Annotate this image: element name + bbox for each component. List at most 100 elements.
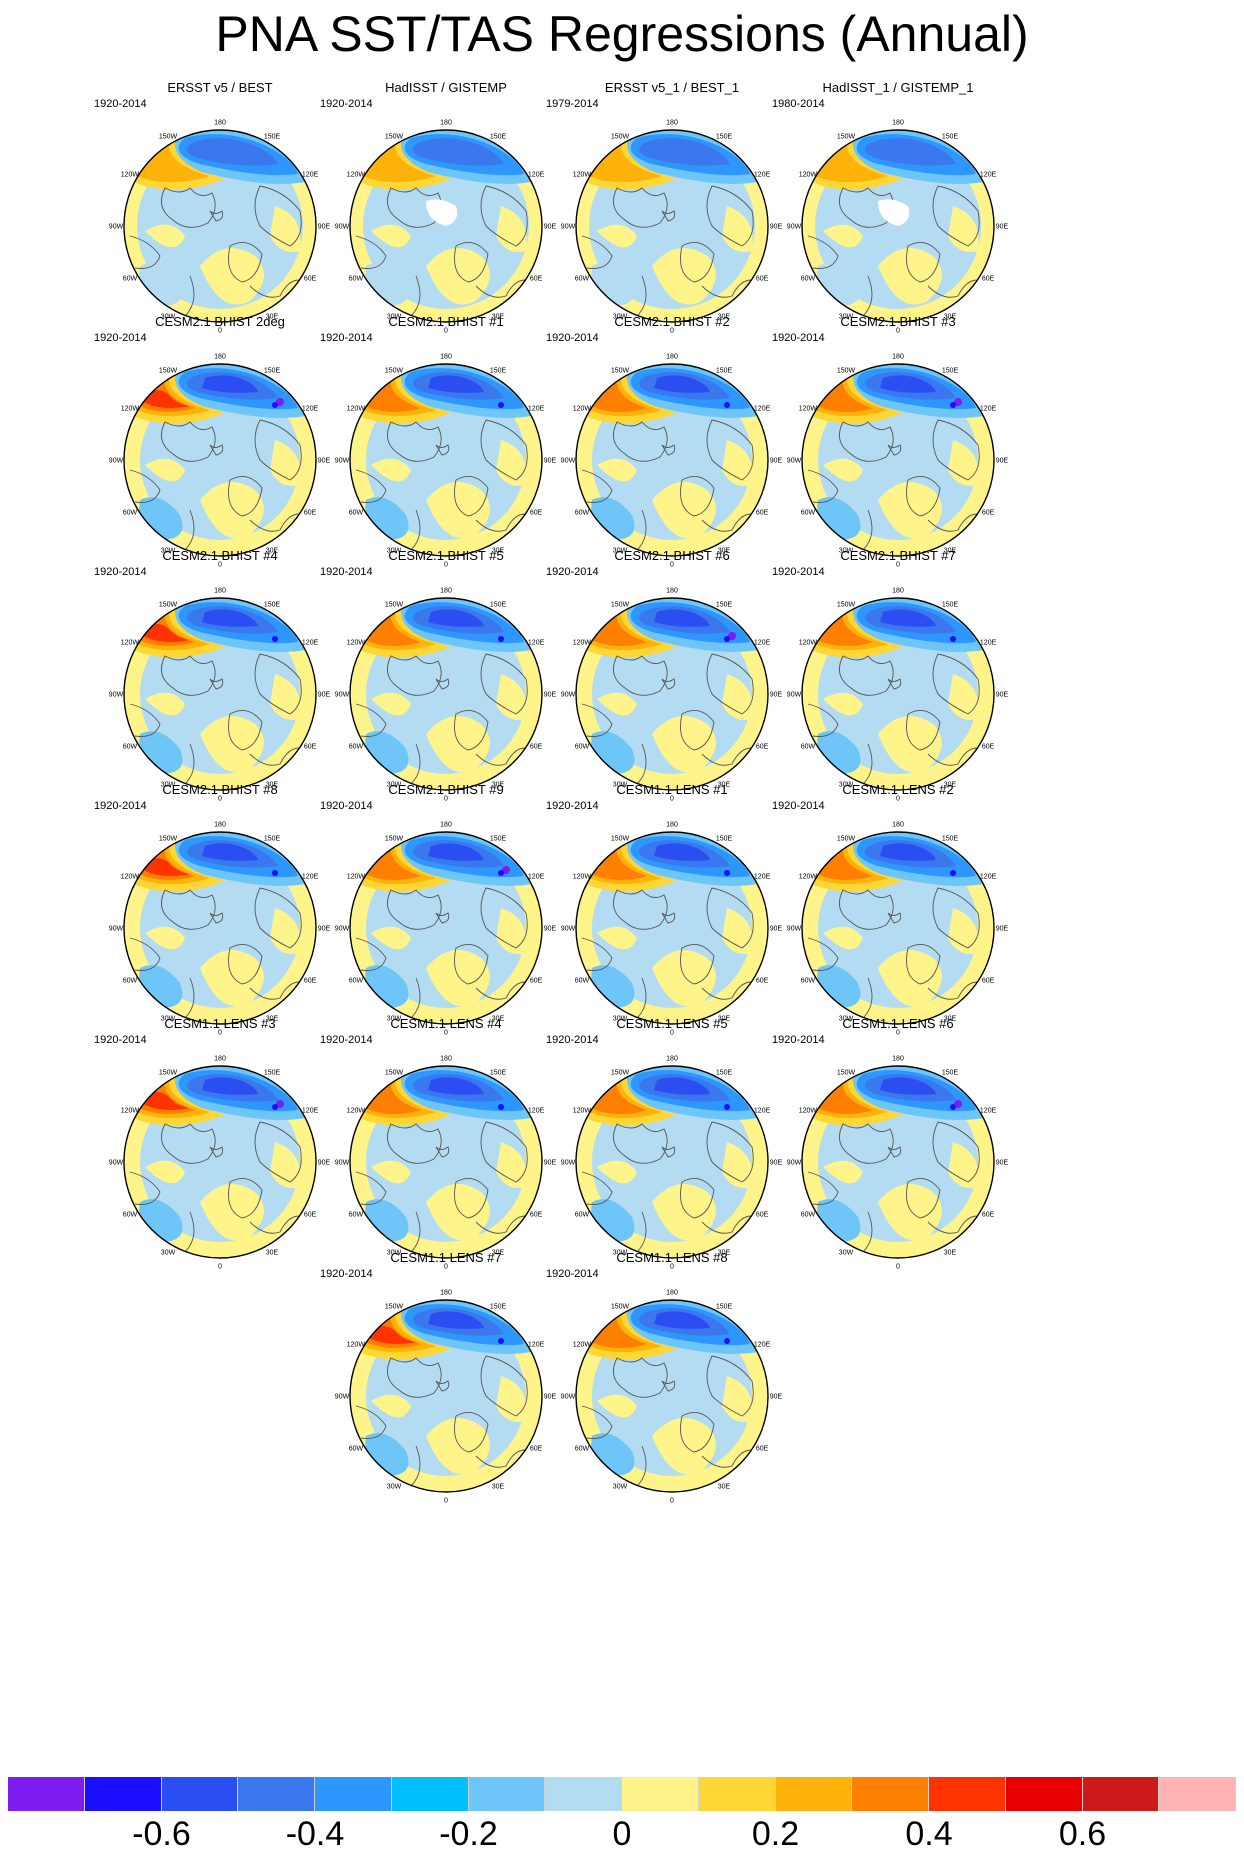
longitude-label: 60W (123, 744, 138, 751)
longitude-label: 60E (530, 510, 543, 517)
panel-period: 1920-2014 (320, 332, 373, 344)
longitude-label: 60W (349, 1446, 364, 1453)
longitude-label: 150E (490, 133, 507, 140)
longitude-label: 90E (544, 926, 557, 933)
longitude-label: 120E (302, 172, 319, 179)
page-title: PNA SST/TAS Regressions (Annual) (215, 6, 1029, 62)
longitude-label: 120E (528, 172, 545, 179)
longitude-label: 150W (385, 1069, 404, 1076)
longitude-label: 120E (980, 406, 997, 413)
longitude-label: 90E (318, 458, 331, 465)
longitude-label: 90W (109, 1160, 124, 1167)
longitude-label: 90W (335, 458, 350, 465)
longitude-label: 0 (444, 796, 448, 803)
longitude-label: 60W (801, 744, 816, 751)
longitude-label: 30E (266, 548, 279, 555)
regression-field (576, 598, 768, 790)
longitude-label: 90W (561, 224, 576, 231)
longitude-label: 180 (214, 354, 226, 361)
panel-title: CESM2.1 BHIST #1 (388, 314, 504, 329)
longitude-label: 90E (770, 692, 783, 699)
longitude-label: 90E (996, 1160, 1009, 1167)
longitude-label: 30W (839, 1016, 854, 1023)
panel-title: CESM1.1 LENS #4 (390, 1016, 502, 1031)
longitude-label: 120W (799, 874, 818, 881)
map-panel: 180 150E 120E 90E 60E 30E 0 30W 60W 90W 120W 150W CE… (538, 782, 806, 1052)
map-panel: 180 150E 120E 90E 60E 30E 0 30W 60W 90W 120W 150W CE… (538, 314, 806, 584)
panel-title: CESM2.1 BHIST #5 (388, 548, 504, 563)
longitude-label: 150W (837, 367, 856, 374)
panel-period: 1920-2014 (320, 1034, 373, 1046)
longitude-label: 180 (892, 822, 904, 829)
longitude-label: 150W (385, 1303, 404, 1310)
longitude-label: 0 (218, 796, 222, 803)
longitude-label: 30W (613, 782, 628, 789)
longitude-label: 90E (318, 1160, 331, 1167)
longitude-label: 30E (944, 782, 957, 789)
longitude-label: 90E (544, 1160, 557, 1167)
longitude-label: 120W (799, 640, 818, 647)
panel-title: CESM1.1 LENS #7 (390, 1250, 502, 1265)
longitude-label: 0 (670, 328, 674, 335)
longitude-label: 90E (770, 224, 783, 231)
map-panel: 180 150E 120E 90E 60E 30E 0 30W 60W 90W 120W 150W CE… (86, 314, 354, 584)
longitude-label: 90W (787, 224, 802, 231)
longitude-label: 0 (444, 1498, 448, 1505)
map-panel: 180 150E 120E 90E 60E 30E 0 30W 60W 90W 120W 150W CE… (764, 314, 1032, 584)
longitude-label: 90E (318, 926, 331, 933)
longitude-label: 120E (528, 1342, 545, 1349)
longitude-label: 120W (573, 1108, 592, 1115)
polar-map: 180 150E 120E 90E 60E 30E 0 30W 60W 90W 120W 150W (787, 120, 1009, 335)
longitude-label: 90W (335, 1394, 350, 1401)
longitude-label: 150E (490, 1069, 507, 1076)
panel-period: 1920-2014 (546, 800, 599, 812)
longitude-label: 90W (561, 1160, 576, 1167)
longitude-label: 30E (718, 1016, 731, 1023)
longitude-label: 30W (161, 1016, 176, 1023)
map-boundary (349, 363, 543, 557)
longitude-label: 60E (982, 1212, 995, 1219)
longitude-label: 180 (440, 1056, 452, 1063)
longitude-label: 90E (770, 1394, 783, 1401)
longitude-label: 60E (982, 276, 995, 283)
longitude-label: 180 (666, 354, 678, 361)
longitude-label: 90W (335, 926, 350, 933)
longitude-label: 60W (123, 978, 138, 985)
longitude-label: 150W (611, 601, 630, 608)
longitude-label: 150W (837, 133, 856, 140)
longitude-label: 150E (716, 835, 733, 842)
longitude-label: 60E (304, 744, 317, 751)
panel-period: 1920-2014 (94, 1034, 147, 1046)
longitude-label: 120E (302, 1108, 319, 1115)
longitude-label: 60E (756, 1212, 769, 1219)
longitude-label: 180 (440, 354, 452, 361)
longitude-label: 60E (530, 744, 543, 751)
polar-map: 180 150E 120E 90E 60E 30E 0 30W 60W 90W 120W 150W (787, 1056, 1009, 1271)
map-panel: 180 150E 120E 90E 60E 30E 0 30W 60W 90W 120W 150W CE… (764, 548, 1032, 818)
longitude-label: 120W (573, 172, 592, 179)
map-boundary (349, 597, 543, 791)
polar-map: 180 150E 120E 90E 60E 30E 0 30W 60W 90W 120W 150W (335, 822, 557, 1037)
polar-map: 180 150E 120E 90E 60E 30E 0 30W 60W 90W 120W 150W (335, 1290, 557, 1505)
longitude-label: 30W (161, 548, 176, 555)
longitude-label: 120E (980, 874, 997, 881)
longitude-label: 90W (109, 926, 124, 933)
longitude-label: 150W (611, 1303, 630, 1310)
longitude-label: 120W (347, 172, 366, 179)
colorbar-swatch (391, 1777, 469, 1811)
panel-title: CESM1.1 LENS #3 (164, 1016, 276, 1031)
longitude-label: 60W (349, 744, 364, 751)
regression-field (350, 130, 542, 322)
longitude-label: 60E (304, 1212, 317, 1219)
longitude-label: 120W (799, 172, 818, 179)
longitude-label: 0 (444, 562, 448, 569)
map-panel: 180 150E 120E 90E 60E 30E 0 30W 60W 90W 120W 150W CE… (764, 782, 1032, 1052)
longitude-label: 150E (264, 1069, 281, 1076)
longitude-label: 30W (839, 548, 854, 555)
panel-period: 1920-2014 (546, 566, 599, 578)
longitude-label: 30W (387, 548, 402, 555)
longitude-label: 120W (347, 1108, 366, 1115)
regression-field (124, 1066, 316, 1258)
longitude-label: 150W (159, 835, 178, 842)
longitude-label: 0 (218, 1030, 222, 1037)
